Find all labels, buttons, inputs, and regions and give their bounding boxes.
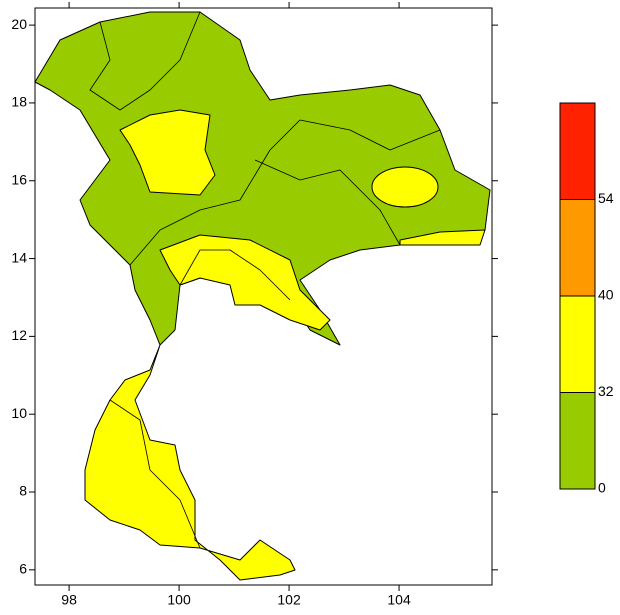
land-yellow-north [119,109,216,196]
x-tick-label: 102 [277,592,301,608]
colorbar-label: 40 [598,287,614,303]
y-tick-label: 16 [11,171,27,187]
y-tick-label: 12 [11,327,27,343]
x-tick-label: 100 [167,592,191,608]
land-yellow-central [159,234,331,331]
province-borders [89,11,441,549]
colorbar-segment [559,392,596,490]
x-tick-label: 104 [387,592,411,608]
colorbar-segment [559,102,596,200]
y-tick-label: 8 [19,483,27,499]
colorbar-label: 54 [598,190,614,206]
colorbar-segment [559,199,596,297]
y-tick-label: 20 [11,16,27,32]
y-tick-label: 6 [19,561,27,577]
land [34,11,491,581]
colorbar-label: 0 [598,480,606,496]
land-yellow-northeast [371,166,439,208]
land-yellow-peninsula [84,344,296,581]
land-yellow-east [399,229,486,246]
colorbar-label: 32 [598,383,614,399]
y-tick-label: 18 [11,94,27,110]
colorbar-segment [559,295,596,393]
x-tick-label: 98 [61,592,77,608]
plot-frame [34,7,493,586]
y-tick-label: 10 [11,405,27,421]
y-tick-label: 14 [11,249,27,265]
